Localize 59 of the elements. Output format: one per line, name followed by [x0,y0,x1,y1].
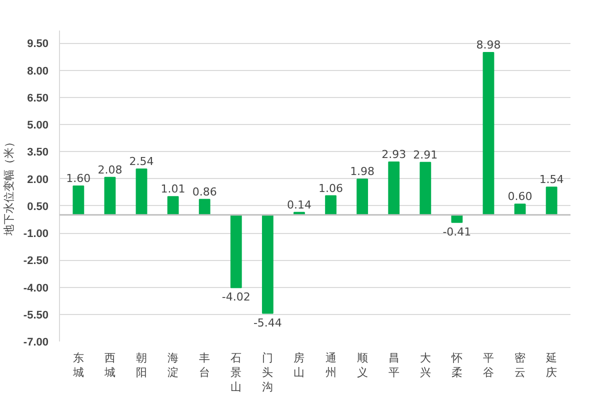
data-label: -4.02 [222,290,250,304]
bar [451,214,463,223]
bar [356,178,368,216]
data-label: 2.54 [129,155,154,168]
x-tick-label: 怀柔 [450,352,462,379]
data-label: 2.91 [413,148,438,162]
data-label: 1.60 [66,172,91,185]
y-axis-title: 地下水位变幅（米） [2,136,16,236]
data-label: 2.93 [382,148,406,161]
data-label: 0.60 [508,190,532,204]
y-tick-label: 0.50 [27,200,49,213]
x-tick-label: 顺义 [356,352,368,379]
data-label: 0.14 [286,198,312,212]
data-label: 1.01 [160,182,186,196]
y-tick-label: -5.50 [23,309,49,322]
data-label: 1.98 [350,165,375,178]
bar [136,168,148,216]
data-label: 1.54 [539,173,564,186]
bar [262,214,274,314]
x-tick-label: 西城 [103,352,116,379]
x-tick-label: 通州 [325,352,336,379]
bar [546,186,558,216]
x-tick-label: 海淀 [168,352,179,379]
bar [167,196,179,216]
x-tick-label: 平谷 [482,352,494,379]
data-label: 0.86 [192,185,217,198]
y-tick-label: -4.00 [23,282,49,294]
bar [104,176,116,216]
x-tick-label: 丰台 [199,352,210,379]
y-tick-label: -1.00 [23,228,49,240]
y-tick-label: 2.00 [27,174,49,186]
data-label: -5.44 [253,316,282,330]
bar [230,214,242,288]
bar [198,198,210,216]
bar [325,195,336,216]
bar [72,186,84,216]
x-tick-label: 房山 [294,352,305,379]
x-tick-label: 密云 [514,352,526,379]
bar [388,161,400,216]
x-tick-label: 延庆 [545,352,558,379]
data-label: 2.08 [98,163,122,176]
y-tick-label: 8.00 [27,65,49,78]
bar [420,162,432,216]
y-tick-label: 3.50 [27,146,49,159]
data-label: -0.41 [442,225,472,238]
x-tick-label: 昌平 [388,352,400,379]
y-tick-label: 9.50 [27,38,49,50]
data-label: 1.06 [318,182,344,195]
y-tick-label: 5.00 [27,120,49,132]
x-tick-label: 朝阳 [136,352,148,379]
x-tick-label: 石景山 [230,352,242,394]
data-label: 8.98 [476,38,501,52]
y-tick-label: -2.50 [23,255,49,268]
x-tick-label: 东城 [72,352,84,379]
x-tick-label: 大兴 [420,352,431,379]
y-tick-label: 6.50 [27,92,49,104]
bar [482,52,494,216]
x-tick-label: 门头沟 [262,352,274,394]
y-tick-label: -7.00 [23,336,49,348]
